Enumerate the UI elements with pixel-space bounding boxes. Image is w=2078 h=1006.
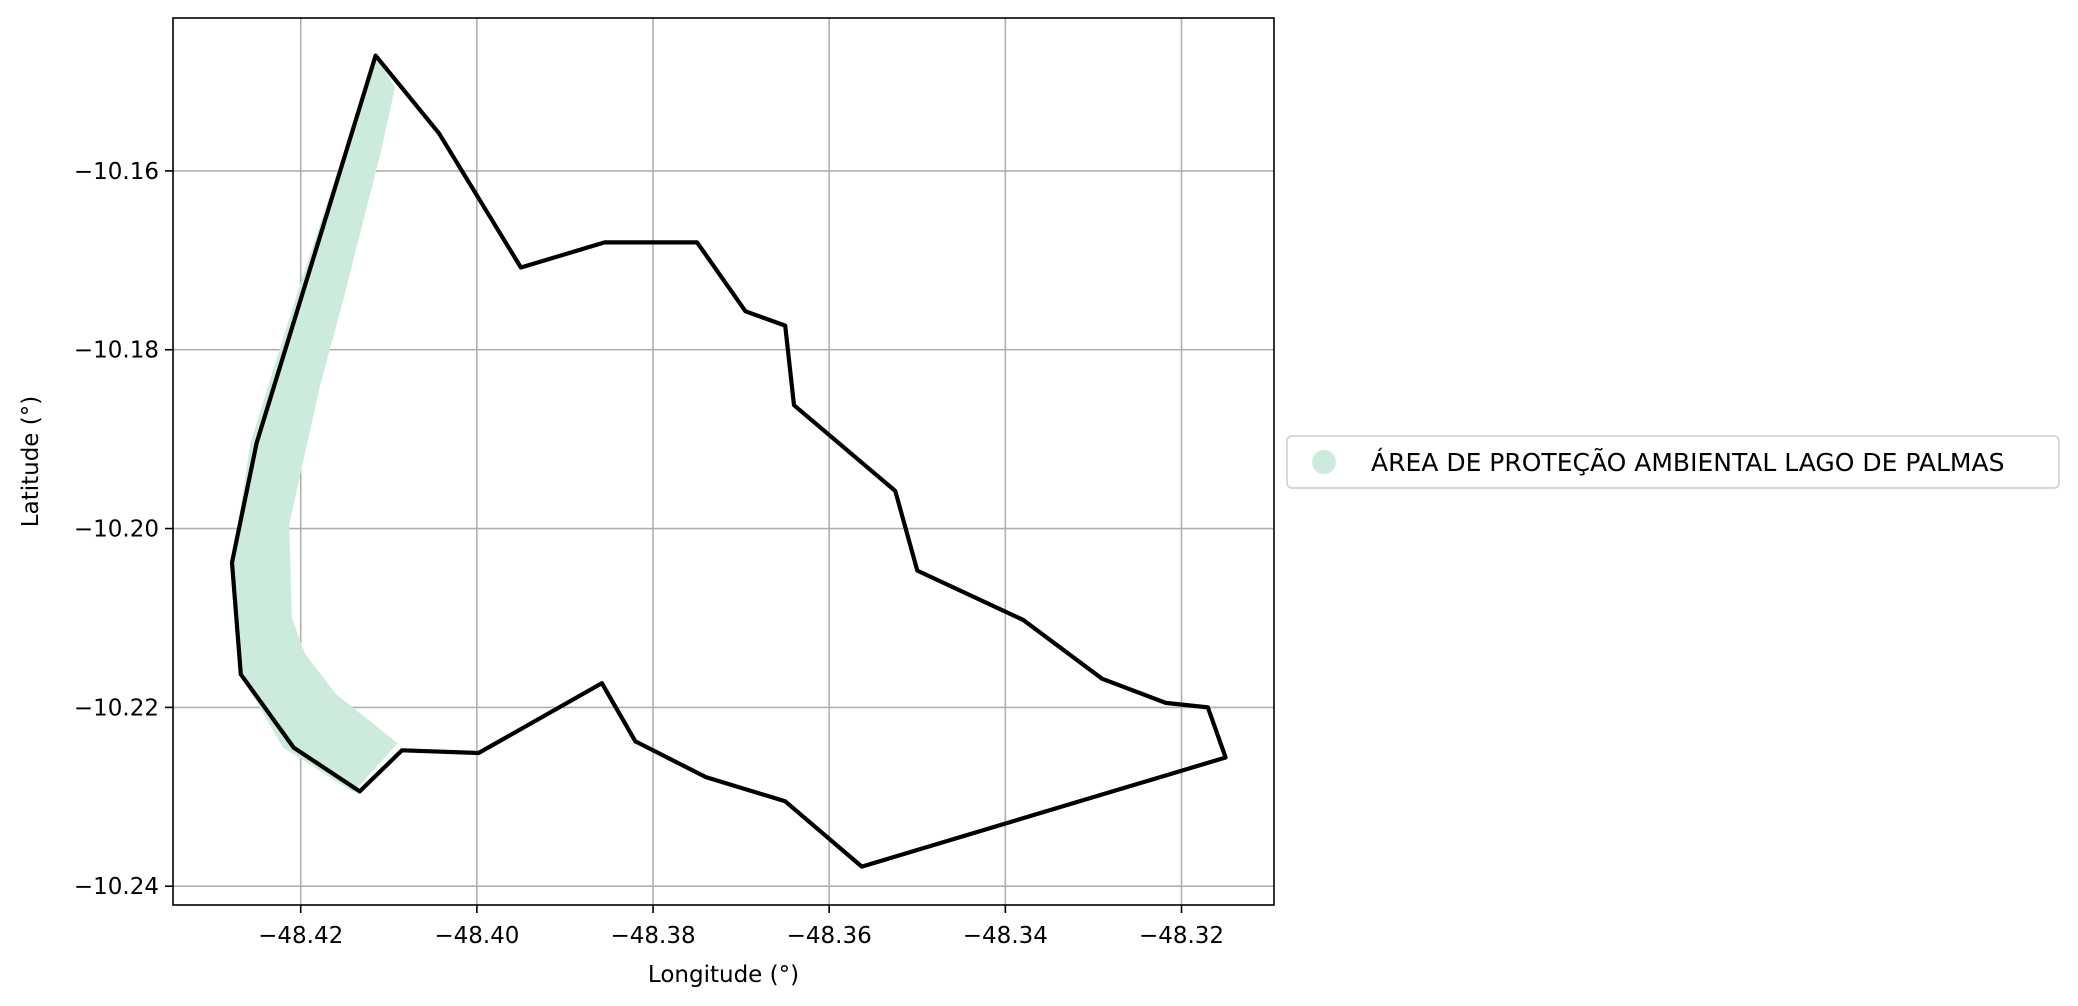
x-tick-label: −48.32 xyxy=(1139,923,1224,949)
y-tick-label: −10.18 xyxy=(74,338,159,364)
x-tick-label: −48.40 xyxy=(434,923,519,949)
x-axis-label: Longitude (°) xyxy=(648,962,799,988)
y-tick-label: −10.24 xyxy=(74,874,159,900)
x-tick-label: −48.36 xyxy=(787,923,872,949)
x-axis-ticks: −48.42 −48.40 −48.38 −48.36 −48.34 −48.32 xyxy=(258,905,1224,949)
protected-area-layer xyxy=(232,56,398,793)
protected-area-polygon xyxy=(232,56,398,793)
y-axis-label: Latitude (°) xyxy=(18,396,44,527)
y-tick-label: −10.16 xyxy=(74,159,159,185)
y-tick-label: −10.20 xyxy=(74,517,159,543)
legend-entry: ÁREA DE PROTEÇÃO AMBIENTAL LAGO DE PALMA… xyxy=(1371,447,2004,477)
legend-marker xyxy=(1312,450,1336,474)
x-tick-label: −48.34 xyxy=(963,923,1048,949)
legend: ÁREA DE PROTEÇÃO AMBIENTAL LAGO DE PALMA… xyxy=(1287,436,2059,488)
x-tick-label: −48.42 xyxy=(258,923,343,949)
y-axis-ticks: −10.16 −10.18 −10.20 −10.22 −10.24 xyxy=(74,159,173,900)
x-tick-label: −48.38 xyxy=(610,923,695,949)
y-tick-label: −10.22 xyxy=(74,695,159,721)
